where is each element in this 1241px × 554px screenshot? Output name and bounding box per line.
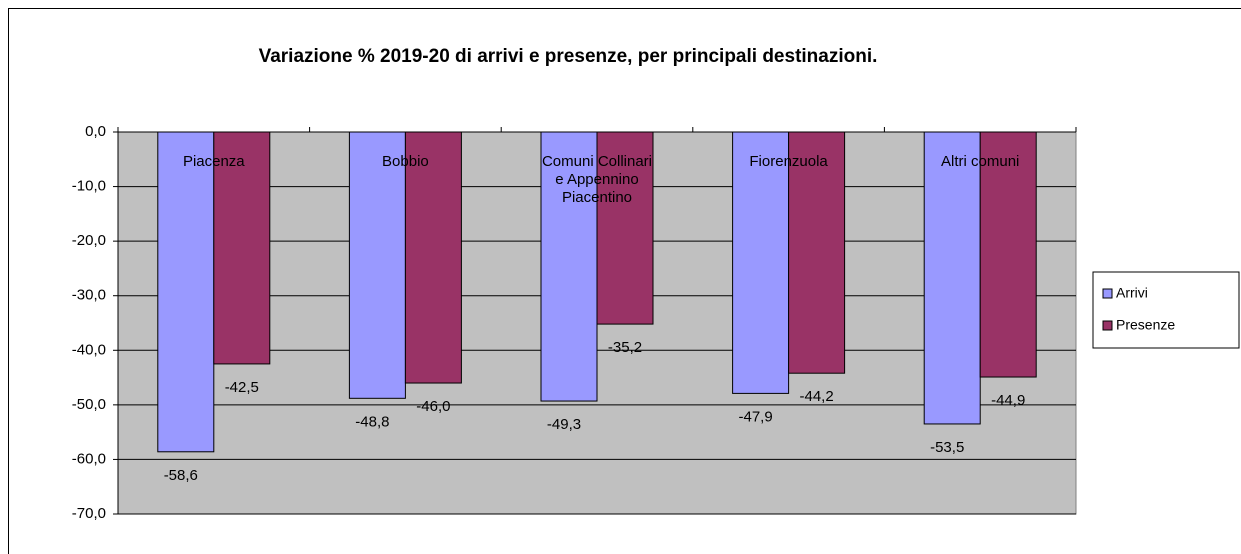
legend-label: Arrivi: [1116, 285, 1148, 301]
bar: [348, 131, 406, 399]
legend-swatch: [1102, 288, 1113, 299]
data-label: -58,6: [164, 467, 198, 484]
y-tick-label: -70,0: [72, 505, 106, 522]
bar: [540, 131, 598, 402]
category-label: Piacenza: [183, 153, 245, 170]
category-label: Altri comuni: [941, 153, 1019, 170]
data-label: -42,5: [225, 379, 259, 396]
data-label: -48,8: [355, 413, 389, 430]
y-tick-label: 0,0: [85, 123, 106, 140]
y-tick-label: -60,0: [72, 450, 106, 467]
y-tick-label: -40,0: [72, 341, 106, 358]
data-label: -46,0: [416, 398, 450, 415]
data-label: -49,3: [547, 416, 581, 433]
legend-label: Presenze: [1116, 317, 1175, 333]
data-label: -53,5: [930, 439, 964, 456]
bar: [788, 131, 846, 374]
legend-swatch: [1102, 320, 1113, 331]
category-label: Bobbio: [382, 153, 429, 170]
bar: [404, 131, 462, 384]
data-label: -35,2: [608, 339, 642, 356]
category-label: Comuni Collinari e Appennino Piacentino: [542, 153, 652, 206]
data-label: -44,2: [799, 388, 833, 405]
bar: [732, 131, 790, 394]
legend-box: [1092, 271, 1240, 349]
bar: [979, 131, 1037, 378]
y-tick-label: -30,0: [72, 287, 106, 304]
y-tick-label: -50,0: [72, 396, 106, 413]
bar: [923, 131, 981, 425]
data-label: -44,9: [991, 392, 1025, 409]
bar: [596, 131, 654, 325]
chart-title: Variazione % 2019-20 di arrivi e presenz…: [259, 46, 878, 67]
bar: [157, 131, 215, 453]
data-label: -47,9: [738, 408, 772, 425]
bar: [213, 131, 271, 365]
y-tick-label: -10,0: [72, 178, 106, 195]
y-tick-label: -20,0: [72, 232, 106, 249]
category-label: Fiorenzuola: [749, 153, 828, 170]
